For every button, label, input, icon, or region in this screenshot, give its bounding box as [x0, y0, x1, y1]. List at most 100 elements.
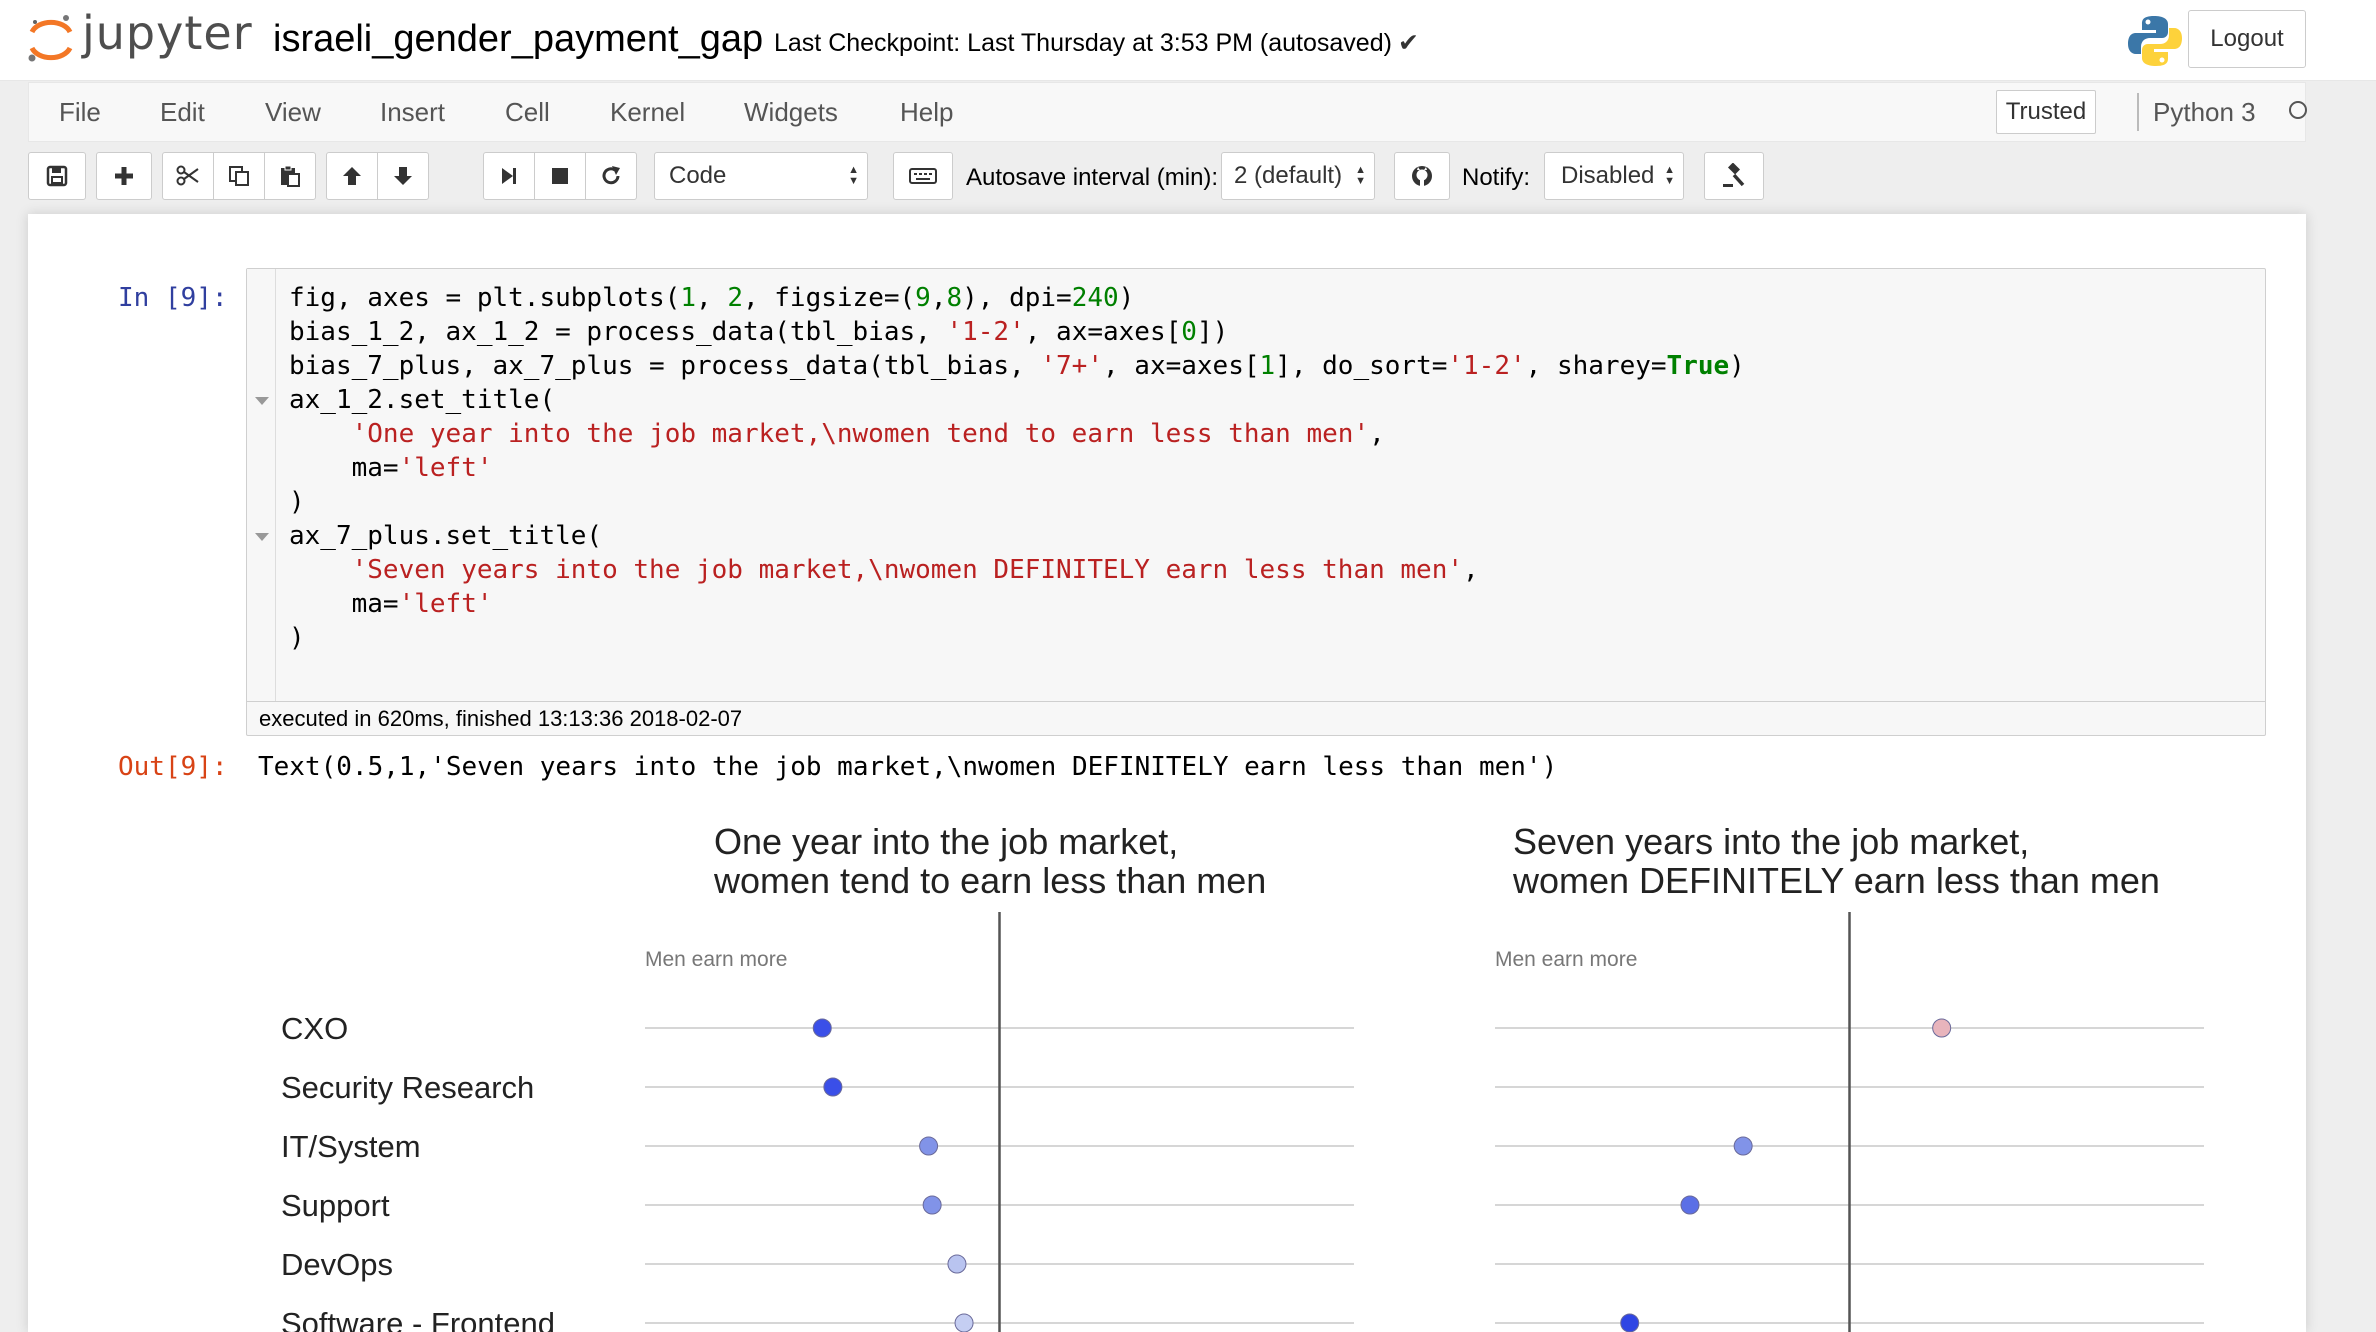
menu-view[interactable]: View	[265, 97, 321, 127]
python-logo-icon	[2128, 16, 2182, 66]
menu-cell[interactable]: Cell	[505, 97, 550, 127]
output-prompt: Out[9]:	[118, 752, 228, 782]
step-forward-icon	[502, 168, 516, 184]
code-line: ma='left'	[289, 589, 493, 619]
header: jupyter israeli_gender_payment_gap Last …	[0, 0, 2376, 81]
fold-arrow-icon[interactable]	[255, 397, 269, 405]
stop-icon	[552, 168, 568, 184]
select-arrows-icon: ▲ ▼	[848, 164, 859, 187]
code-cell-editor[interactable]: fig, axes = plt.subplots(1, 2, figsize=(…	[246, 268, 2266, 736]
data-point	[922, 1195, 942, 1215]
category-label: Support	[281, 1188, 390, 1223]
autosave-interval-select[interactable]: 2 (default) ▲ ▼	[1221, 152, 1375, 200]
menu-kernel[interactable]: Kernel	[610, 97, 686, 127]
paste-button[interactable]	[264, 152, 316, 200]
checkpoint-text: Last Checkpoint: Last Thursday at 3:53 P…	[774, 29, 1392, 57]
data-point	[954, 1313, 974, 1332]
arrow-down-icon	[394, 167, 412, 185]
editor-gutter	[247, 269, 276, 701]
interrupt-button[interactable]	[534, 152, 586, 200]
category-label: Security Research	[281, 1070, 534, 1105]
gavel-icon	[1723, 163, 1745, 187]
chart-title-line: Seven years into the job market,	[1513, 821, 2029, 862]
toolbar: Code ▲ ▼ Autosave interval (min): 2 (defa…	[28, 152, 2328, 204]
chart-title-line: One year into the job market,	[714, 821, 1178, 862]
notebook-name[interactable]: israeli_gender_payment_gap	[273, 18, 764, 60]
jupyter-logo-text: jupyter	[82, 6, 253, 60]
code-text[interactable]: fig, axes = plt.subplots(1, 2, figsize=(…	[289, 281, 1745, 655]
menu-help[interactable]: Help	[900, 97, 954, 127]
fold-arrow-icon[interactable]	[255, 533, 269, 541]
command-palette-button[interactable]	[893, 152, 953, 200]
copy-icon	[229, 166, 249, 186]
code-line: )	[289, 487, 305, 517]
move-down-button[interactable]	[377, 152, 429, 200]
arrow-up-icon	[343, 167, 361, 185]
github-icon	[1412, 166, 1432, 186]
category-label: CXO	[281, 1011, 348, 1046]
insert-cell-button[interactable]	[96, 152, 152, 200]
chart-annotation: Men earn more	[645, 948, 787, 971]
execution-info: executed in 620ms, finished 13:13:36 201…	[247, 701, 2265, 735]
toolbar-action-button[interactable]	[1704, 152, 1764, 200]
menu-insert[interactable]: Insert	[380, 97, 446, 127]
cut-button[interactable]	[162, 152, 214, 200]
select-arrows-icon: ▲ ▼	[1664, 164, 1675, 187]
trusted-indicator[interactable]: Trusted	[1996, 90, 2096, 134]
plus-icon	[115, 167, 133, 185]
kernel-divider	[2137, 93, 2139, 131]
jupyter-logo-icon	[28, 15, 73, 62]
data-point	[1932, 1018, 1952, 1038]
jupyter-logo[interactable]: jupyter	[26, 6, 252, 70]
data-point	[823, 1077, 843, 1097]
chart-title-line: women DEFINITELY earn less than men	[1512, 860, 2160, 901]
github-button[interactable]	[1394, 152, 1450, 200]
paste-icon	[281, 165, 300, 187]
kernel-status-icon	[2289, 101, 2307, 119]
code-line: bias_7_plus, ax_7_plus = process_data(tb…	[289, 351, 1745, 381]
chart-annotation: Men earn more	[1495, 948, 1637, 971]
chart-title-line: women tend to earn less than men	[713, 860, 1266, 901]
input-prompt: In [9]:	[118, 283, 228, 313]
restart-kernel-button[interactable]	[585, 152, 637, 200]
copy-button[interactable]	[213, 152, 265, 200]
checkpoint-status: Last Checkpoint: Last Thursday at 3:53 P…	[774, 28, 1419, 58]
menubar: File Edit View Insert Cell Kernel Widget…	[28, 82, 2307, 142]
data-point	[1620, 1313, 1640, 1332]
code-line: 'Seven years into the job market,\nwomen…	[351, 555, 1479, 585]
data-point	[919, 1136, 939, 1156]
save-icon	[46, 165, 68, 187]
data-point	[1733, 1136, 1753, 1156]
code-line: ax_7_plus.set_title(	[289, 521, 603, 551]
code-line: bias_1_2, ax_1_2 = process_data(tbl_bias…	[289, 317, 1229, 347]
select-arrows-icon: ▲ ▼	[1355, 164, 1366, 187]
autosave-label: Autosave interval (min):	[966, 164, 1219, 191]
code-line: fig, axes = plt.subplots(1, 2, figsize=(…	[289, 283, 1135, 313]
save-button[interactable]	[28, 152, 86, 200]
kernel-name[interactable]: Python 3	[2153, 97, 2256, 127]
menu-widgets[interactable]: Widgets	[744, 97, 838, 127]
output-text: Text(0.5,1,'Seven years into the job mar…	[258, 752, 1558, 782]
notify-select[interactable]: Disabled ▲ ▼	[1544, 152, 1684, 200]
code-line: ax_1_2.set_title(	[289, 385, 556, 415]
notify-label: Notify:	[1462, 164, 1531, 191]
category-label: Software - Frontend	[281, 1306, 555, 1332]
code-line: ma='left'	[289, 453, 493, 483]
category-label: DevOps	[281, 1247, 393, 1282]
cell-type-select[interactable]: Code ▲ ▼	[654, 152, 868, 200]
menu-file[interactable]: File	[59, 97, 101, 127]
code-line: 'One year into the job market,\nwomen te…	[351, 419, 1385, 449]
refresh-icon	[602, 166, 620, 185]
menu-edit[interactable]: Edit	[160, 97, 205, 127]
autosave-value: 2 (default)	[1234, 162, 1343, 189]
data-point	[812, 1018, 832, 1038]
check-icon: ✔	[1397, 29, 1419, 57]
data-point	[1680, 1195, 1700, 1215]
keyboard-icon	[909, 168, 937, 184]
code-line: )	[289, 623, 305, 653]
category-label: IT/System	[281, 1129, 421, 1164]
logout-button[interactable]: Logout	[2188, 10, 2306, 68]
notify-value: Disabled	[1561, 162, 1655, 189]
cut-icon	[176, 165, 199, 186]
